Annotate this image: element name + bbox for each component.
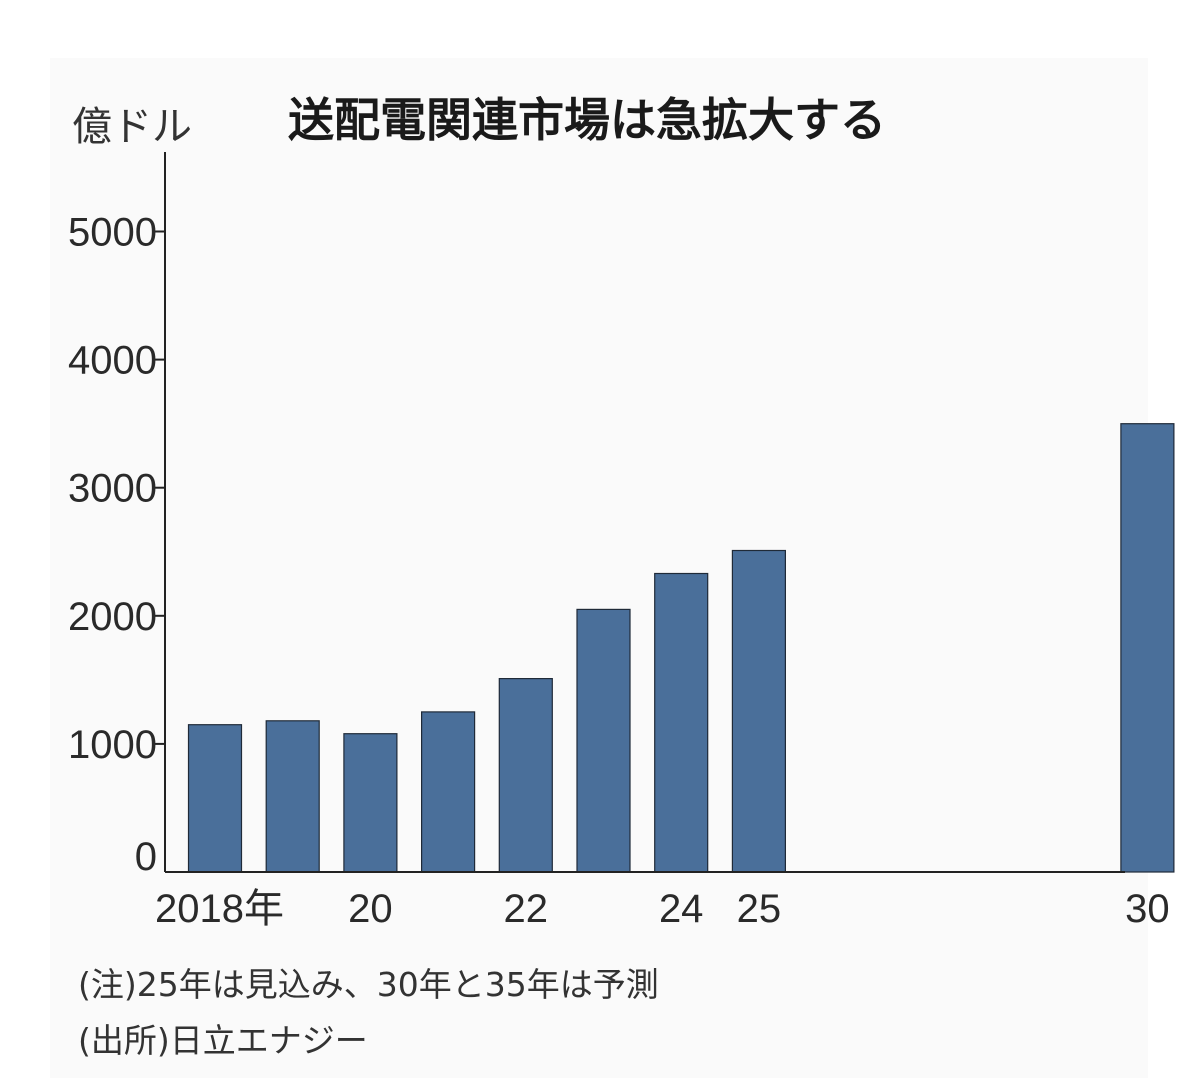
chart-title: 送配電関連市場は急拡大する xyxy=(288,93,886,147)
x-tick-label-2030: 30 xyxy=(1125,887,1170,931)
y-tick-label-0: 0 xyxy=(135,835,157,879)
chart-panel xyxy=(50,58,1148,1078)
bar-2030 xyxy=(1120,423,1175,873)
bar-2023 xyxy=(576,608,631,873)
bar-2018 xyxy=(187,724,243,873)
footnote-source: (出所)日立エナジー xyxy=(78,1021,368,1060)
footnote-note: (注)25年は見込み、30年と35年は予測 xyxy=(78,965,659,1004)
y-tick-label-4000: 4000 xyxy=(68,339,157,383)
bar-2019 xyxy=(265,720,320,873)
y-tick-label-3000: 3000 xyxy=(68,467,157,511)
y-tick-label-5000: 5000 xyxy=(68,211,157,255)
bar-2022 xyxy=(498,677,553,873)
y-tick-label-2000: 2000 xyxy=(68,595,157,639)
x-tick-label-2024: 24 xyxy=(659,887,704,931)
bar-2021 xyxy=(421,711,476,873)
bar-2025 xyxy=(731,549,787,873)
x-tick-label-2022: 22 xyxy=(504,887,549,931)
y-tick-label-1000: 1000 xyxy=(68,723,157,767)
x-tick-label-2020: 20 xyxy=(348,887,393,931)
y-axis-unit-label: 億ドル xyxy=(72,104,192,150)
bar-2020 xyxy=(343,733,398,873)
x-tick-label-2018: 2018年 xyxy=(155,887,284,931)
bar-2024 xyxy=(654,572,709,873)
x-tick-label-2025: 25 xyxy=(737,887,782,931)
